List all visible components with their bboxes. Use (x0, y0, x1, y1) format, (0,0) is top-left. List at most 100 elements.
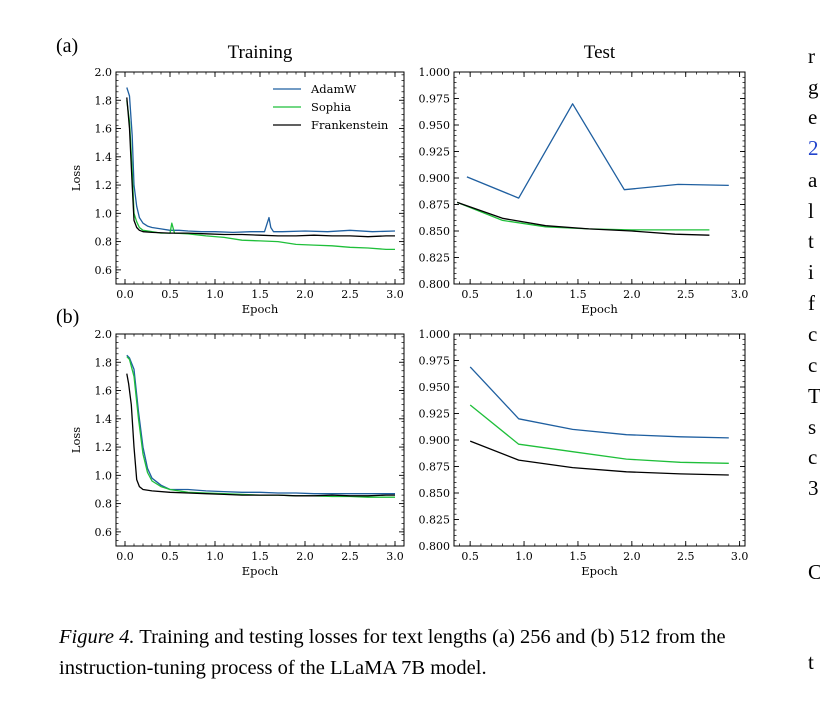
plot-frame (453, 71, 746, 285)
series-line-frankenstein (126, 373, 395, 497)
x-tick-label: 1.5 (569, 550, 587, 563)
y-tick-label: 0.875 (419, 199, 451, 212)
y-tick-label: 0.900 (419, 434, 451, 447)
series-line-frankenstein (469, 440, 729, 476)
y-tick-label: 1.8 (95, 94, 113, 107)
y-tick-label: 0.850 (419, 225, 451, 238)
x-tick-label: 3.0 (386, 288, 404, 301)
series-line-sophia (126, 100, 395, 251)
y-tick-label: 0.6 (95, 264, 113, 277)
series-line-adamw (126, 354, 395, 495)
x-axis-label: Epoch (581, 564, 618, 578)
y-tick-label: 1.4 (95, 151, 113, 164)
y-tick-label: 0.875 (419, 461, 451, 474)
y-tick-label: 0.950 (419, 119, 451, 132)
y-tick-label: 0.8 (95, 498, 113, 511)
sidebar-fragment: C (808, 560, 820, 584)
x-axis-label: Epoch (581, 302, 618, 316)
chart-title: Training (228, 42, 293, 63)
y-tick-label: 0.975 (419, 355, 451, 368)
legend-label: Frankenstein (311, 118, 389, 132)
legend: AdamW Sophia Frankenstein (273, 82, 389, 132)
sidebar-fragment: t (808, 650, 814, 674)
sidebar-fragment: 3 (808, 476, 819, 500)
sidebar-fragment: i (808, 260, 814, 284)
sidebar-fragment: a (808, 168, 818, 192)
sidebar-fragment: c (808, 445, 818, 469)
x-tick-label: 1.0 (206, 288, 224, 301)
legend-label: Sophia (311, 100, 351, 114)
x-tick-label: 0.0 (116, 550, 134, 563)
series-line-adamw (466, 103, 729, 199)
x-tick-label: 0.0 (116, 288, 134, 301)
x-tick-label: 2.5 (341, 288, 359, 301)
x-tick-label: 1.0 (206, 550, 224, 563)
sidebar-fragment: l (808, 199, 814, 223)
y-tick-label: 0.925 (419, 146, 451, 159)
sidebar-fragment: e (808, 105, 818, 129)
y-tick-label: 0.925 (419, 408, 451, 421)
x-tick-label: 3.0 (731, 288, 749, 301)
chart-panel-4: 0.5 1.0 1.5 2.0 2.5 3.0 0.800 0.825 0.850 0.875 0.… (419, 328, 749, 578)
y-tick-label: 1.0 (95, 469, 113, 482)
series-line-adamw (126, 87, 396, 234)
x-axis-label: Epoch (242, 302, 279, 316)
series-line-frankenstein (126, 97, 395, 238)
plot-frame (115, 333, 405, 547)
y-tick-label: 0.900 (419, 172, 451, 185)
y-tick-label: 1.2 (95, 179, 113, 192)
x-tick-label: 0.5 (461, 550, 479, 563)
x-tick-label: 0.5 (161, 288, 179, 301)
y-tick-label: 0.800 (419, 540, 451, 553)
y-tick-label: 0.800 (419, 278, 451, 291)
series-line-sophia (126, 356, 395, 498)
y-tick-label: 1.000 (419, 66, 451, 79)
sidebar-fragment: r (808, 44, 815, 68)
x-tick-label: 2.0 (623, 288, 641, 301)
chart-panel-3: 0.0 0.5 1.0 1.5 2.0 2.5 3.0 0.6 0.8 1.0 1.2 1.4 1.6 1… (69, 328, 405, 578)
sidebar-fragment: t (808, 229, 814, 253)
x-tick-label: 1.5 (569, 288, 587, 301)
x-tick-label: 1.5 (251, 288, 269, 301)
sidebar-fragment: 2 (808, 136, 819, 160)
x-tick-label: 2.5 (677, 550, 695, 563)
x-tick-label: 2.0 (623, 550, 641, 563)
y-tick-label: 0.850 (419, 487, 451, 500)
chart-title: Test (584, 42, 616, 63)
sidebar-fragment: T (808, 384, 820, 408)
caption-label: Figure 4. (59, 626, 135, 648)
y-tick-label: 1.6 (95, 123, 113, 136)
series-line-sophia (469, 404, 729, 464)
plot-frame (115, 71, 405, 285)
y-tick-label: 1.0 (95, 207, 113, 220)
y-tick-label: 0.6 (95, 526, 113, 539)
y-axis-label: Loss (69, 427, 83, 453)
sidebar-fragment: f (808, 291, 815, 315)
chart-panel-2: 0.5 1.0 1.5 2.0 2.5 3.0 0.800 0.825 0.850 0.875 0.… (419, 42, 749, 316)
y-tick-label: 1.8 (95, 356, 113, 369)
x-tick-label: 1.0 (515, 550, 533, 563)
x-axis-label: Epoch (242, 564, 279, 578)
series-line-adamw (469, 366, 729, 439)
chart-panel-1: 0.0 0.5 1.0 1.5 2.0 2.5 3.0 0.6 0.8 1.0 1.2 1.4 1.6 1… (69, 42, 405, 316)
series-line-frankenstein (456, 201, 710, 236)
x-tick-label: 0.5 (461, 288, 479, 301)
y-tick-label: 0.950 (419, 381, 451, 394)
x-tick-label: 1.5 (251, 550, 269, 563)
x-tick-label: 3.0 (731, 550, 749, 563)
y-tick-label: 0.825 (419, 514, 451, 527)
figure-caption: Figure 4. Training and testing losses fo… (59, 622, 779, 684)
sidebar-fragment: s (808, 415, 817, 439)
y-tick-label: 1.4 (95, 413, 113, 426)
x-tick-label: 2.0 (296, 550, 314, 563)
sidebar-fragment: g (808, 75, 819, 99)
y-tick-label: 1.6 (95, 385, 113, 398)
x-tick-label: 3.0 (386, 550, 404, 563)
x-tick-label: 2.5 (677, 288, 695, 301)
sidebar-fragment: c (808, 322, 818, 346)
y-tick-label: 0.8 (95, 236, 113, 249)
sidebar-fragment: c (808, 353, 818, 377)
y-tick-label: 0.825 (419, 252, 451, 265)
